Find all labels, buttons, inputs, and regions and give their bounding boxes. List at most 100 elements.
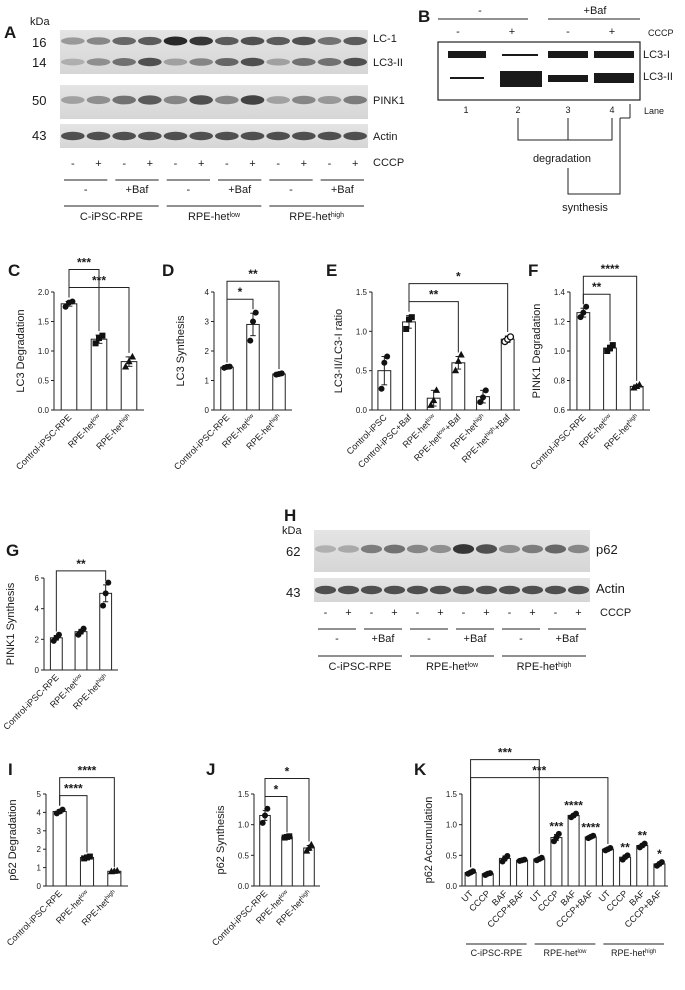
data-point: [384, 353, 391, 360]
blot-band: [317, 96, 342, 104]
significance-label: ****: [601, 262, 620, 276]
blot-band: [112, 36, 136, 46]
data-point: [100, 602, 107, 609]
data-point: [555, 830, 562, 837]
blot-band: [86, 58, 111, 66]
cccp-sign: +: [437, 607, 443, 619]
data-point: [408, 314, 415, 321]
significance-bracket: [68, 268, 100, 332]
blot-band: [343, 131, 367, 141]
b-lane-3: 3: [565, 105, 570, 115]
y-tick-label: 3: [37, 827, 42, 836]
data-point: [430, 396, 438, 404]
panel-letter-i: I: [8, 760, 13, 779]
cccp-sign: +: [301, 158, 307, 170]
significance-label: *: [274, 783, 279, 797]
bar: [550, 837, 563, 887]
y-tick-label: 4: [35, 605, 40, 614]
blot-band: [86, 95, 111, 105]
bar: [576, 312, 591, 411]
data-point: [624, 852, 631, 859]
blot-band: [343, 95, 367, 105]
blot-band: [475, 544, 498, 554]
blot-band: [138, 95, 162, 105]
band-label-pink1: PINK1: [373, 95, 405, 107]
data-point: [470, 868, 477, 875]
data-point: [99, 332, 106, 339]
group-label: C-iPSC-RPE: [329, 661, 392, 673]
y-axis-label: PINK1 Synthesis: [5, 582, 17, 665]
blot-band: [383, 585, 406, 595]
bar-significance: **: [638, 829, 648, 843]
b-label-lc3ii: LC3-II: [643, 71, 673, 83]
y-axis-label: p62 Degradation: [7, 799, 19, 880]
bar-significance: *: [657, 847, 662, 861]
significance-label: *: [456, 270, 461, 284]
blot-band: [360, 585, 383, 595]
panel-letter-g: G: [6, 541, 19, 560]
b-band-1-i: [448, 51, 486, 58]
data-point: [307, 840, 315, 848]
panel-letter-k: K: [414, 760, 427, 779]
blot-band: [475, 585, 498, 595]
blot-band: [521, 585, 544, 595]
baf-sign: -: [519, 633, 523, 645]
data-point: [125, 357, 133, 365]
baf-sign: +Baf: [228, 184, 252, 196]
kda-label: kDa: [30, 16, 50, 28]
b-minus-label: -: [478, 5, 482, 17]
y-tick-label: 1.0: [554, 347, 566, 356]
cccp-sign: +: [147, 158, 153, 170]
panel-letter-d: D: [162, 261, 174, 280]
b-lane-label: Lane: [644, 106, 664, 116]
blot-band: [112, 131, 136, 141]
group-label: RPE-hetlow: [543, 948, 587, 958]
bar: [90, 338, 108, 411]
bar: [303, 847, 315, 887]
y-tick-label: 1.5: [446, 790, 458, 799]
bar: [584, 836, 597, 887]
y-tick-label: 3: [205, 318, 210, 327]
blot-band: [61, 37, 85, 45]
significance-label: **: [248, 267, 258, 281]
b-cccp-2: +: [509, 26, 515, 38]
data-point: [55, 631, 62, 638]
data-point: [480, 394, 486, 401]
blot-band: [343, 57, 367, 67]
data-point: [427, 401, 435, 408]
blot-band: [498, 544, 521, 554]
panel-b-schematic: - +Baf - + - + CCCP LC3-I LC3-II 1 2 3 4…: [437, 5, 674, 214]
blot-band: [189, 95, 213, 105]
y-tick-label: 1: [205, 377, 210, 386]
y-axis-label: LC3 Synthesis: [175, 315, 187, 386]
cccp-sign: -: [508, 607, 512, 619]
band-label-lc1: LC-1: [373, 33, 397, 45]
bar-significance: **: [620, 840, 630, 854]
bar: [60, 303, 78, 411]
blot-band: [567, 544, 590, 554]
blot-band: [215, 131, 239, 141]
b-band-4-ii: [594, 73, 634, 83]
bar: [500, 338, 515, 411]
data-point: [577, 314, 584, 321]
data-point: [580, 309, 587, 316]
blot-band: [61, 58, 85, 66]
blot-band: [360, 544, 383, 554]
y-tick-label: 0: [205, 406, 210, 415]
group-label: RPE-hetlow: [426, 661, 479, 673]
bar: [259, 814, 271, 887]
h-mw-62: 62: [286, 544, 300, 559]
y-tick-label: 1.5: [356, 288, 368, 297]
blot-band: [61, 131, 85, 141]
blot-band: [452, 544, 475, 554]
y-tick-label: 1.0: [38, 347, 50, 356]
mw-14: 14: [32, 55, 46, 70]
blot-band: [215, 95, 239, 105]
data-point: [264, 805, 271, 812]
blot-band: [112, 58, 136, 66]
b-synthesis-label: synthesis: [562, 202, 608, 214]
y-tick-label: 5: [37, 790, 42, 799]
b-band-4-i: [594, 51, 634, 58]
significance-bracket: [470, 759, 540, 868]
blot-band: [266, 131, 290, 141]
